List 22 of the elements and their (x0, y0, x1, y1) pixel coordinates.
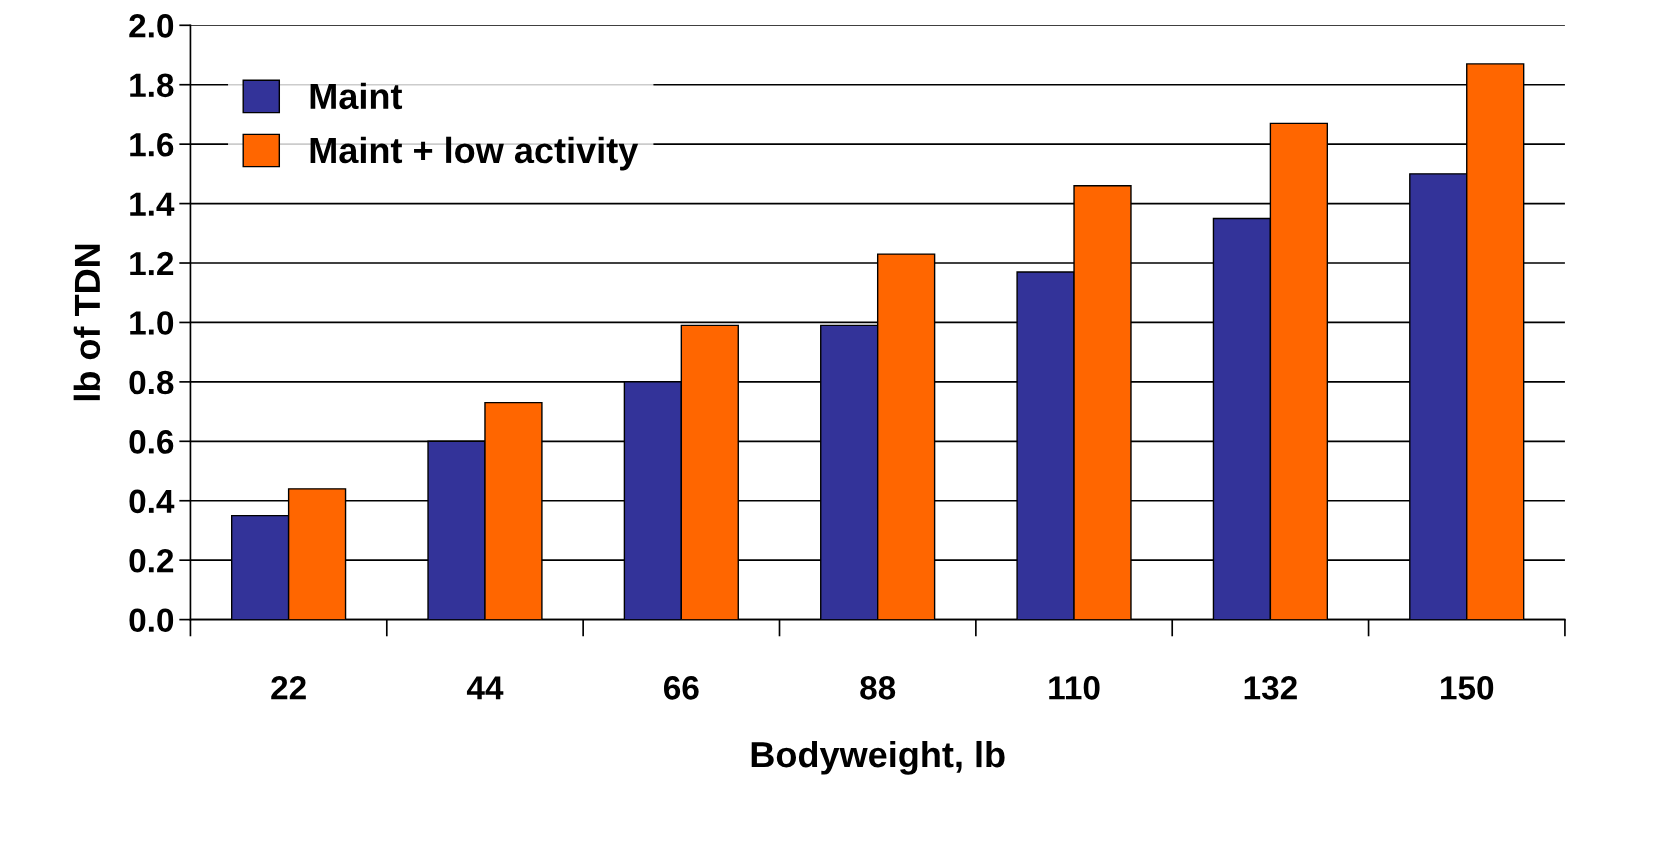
x-tick-label: 22 (271, 676, 306, 700)
y-tick-label: 0.0 (129, 608, 174, 633)
x-tick-label: 88 (860, 676, 896, 700)
x-tick-label: 44 (466, 676, 504, 700)
legend-label: Maint + low activity (310, 136, 639, 171)
y-tick-label: 1.2 (130, 251, 174, 276)
legend-label: Maint (310, 82, 403, 110)
x-tick-label: 132 (1244, 676, 1297, 700)
x-axis-title: Bodyweight, lb (751, 740, 1005, 775)
y-tick-label: 0.6 (129, 430, 174, 454)
x-tick-label: 66 (664, 676, 699, 700)
y-tick-label: 0.2 (129, 548, 174, 573)
y-tick-label: 0.4 (129, 489, 175, 514)
x-tick-label: 150 (1441, 676, 1494, 700)
y-tick-label: 1.4 (130, 192, 175, 216)
y-tick-label: 1.6 (130, 132, 174, 157)
x-tick-label: 110 (1049, 676, 1100, 700)
y-tick-label: 0.8 (129, 370, 174, 395)
y-axis-title: lb of TDN (73, 244, 101, 401)
y-tick-label: 1.8 (130, 73, 174, 98)
y-tick-label: 2.0 (129, 14, 174, 38)
y-tick-label: 1.0 (130, 311, 174, 335)
